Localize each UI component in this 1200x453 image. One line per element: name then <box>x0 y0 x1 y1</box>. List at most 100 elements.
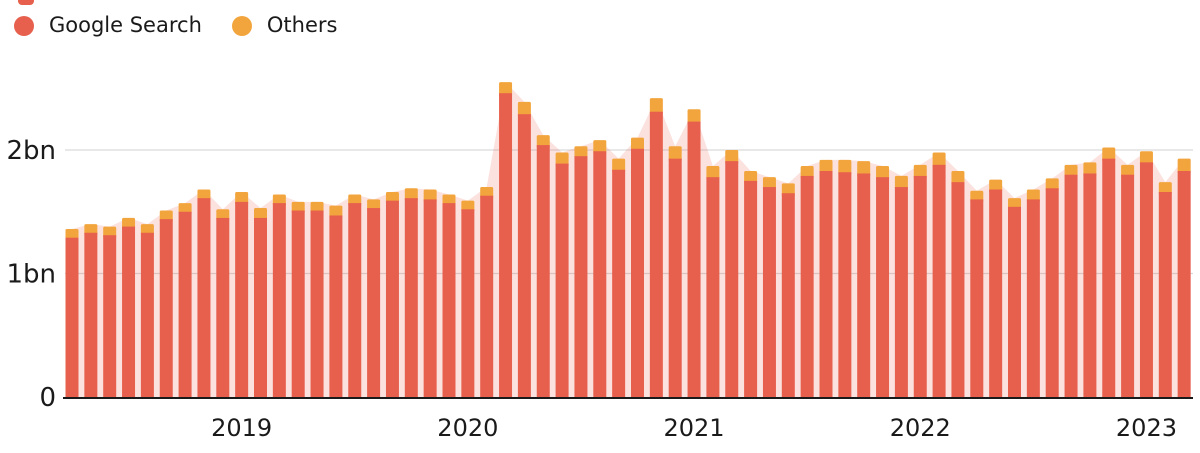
bar-others-May 2022[interactable] <box>989 179 1003 193</box>
bar-google-search-Feb 2022[interactable] <box>932 164 946 397</box>
bar-others-Jul 2020[interactable] <box>574 146 588 160</box>
bar-others-Mar 2023[interactable] <box>1177 158 1191 174</box>
bar-others-Jul 2021[interactable] <box>800 166 814 179</box>
bar-others-Sep 2021[interactable] <box>838 159 852 176</box>
bar-others-May 2020[interactable] <box>536 135 550 149</box>
bar-google-search-Apr 2018[interactable] <box>65 237 79 397</box>
bar-google-search-Aug 2020[interactable] <box>593 151 607 397</box>
bar-others-Oct 2019[interactable] <box>404 188 418 202</box>
bar-others-Jan 2022[interactable] <box>913 164 927 179</box>
bar-others-Jan 2019[interactable] <box>235 191 249 205</box>
bar-others-Mar 2021[interactable] <box>725 150 739 165</box>
bar-google-search-Oct 2021[interactable] <box>857 173 871 397</box>
bar-google-search-Dec 2019[interactable] <box>442 203 456 397</box>
bar-others-Oct 2022[interactable] <box>1083 162 1097 177</box>
bar-others-Aug 2020[interactable] <box>593 140 607 155</box>
bar-google-search-Jul 2018[interactable] <box>122 226 136 397</box>
bar-google-search-Sep 2022[interactable] <box>1064 174 1078 397</box>
bar-google-search-Sep 2021[interactable] <box>838 172 852 397</box>
bar-others-May 2021[interactable] <box>762 177 776 191</box>
bar-others-Jan 2021[interactable] <box>687 109 701 125</box>
bar-others-Jun 2019[interactable] <box>329 205 343 219</box>
bar-google-search-Jun 2019[interactable] <box>329 215 343 397</box>
bar-google-search-Jun 2021[interactable] <box>781 193 795 397</box>
bar-others-Apr 2020[interactable] <box>517 101 531 118</box>
bar-others-Apr 2021[interactable] <box>744 170 758 184</box>
bar-google-search-Nov 2021[interactable] <box>876 177 890 397</box>
bar-google-search-Jul 2019[interactable] <box>348 203 362 397</box>
bar-google-search-Mar 2021[interactable] <box>725 161 739 397</box>
bar-google-search-Mar 2020[interactable] <box>499 93 513 397</box>
bar-google-search-Jan 2023[interactable] <box>1139 162 1153 397</box>
bar-others-Feb 2023[interactable] <box>1158 182 1172 195</box>
bar-google-search-Feb 2019[interactable] <box>254 217 267 397</box>
bar-google-search-Nov 2019[interactable] <box>423 199 437 397</box>
bar-others-Oct 2021[interactable] <box>857 161 871 177</box>
bar-google-search-May 2021[interactable] <box>762 187 776 397</box>
bar-others-Mar 2020[interactable] <box>499 82 513 97</box>
bar-google-search-May 2019[interactable] <box>310 210 324 397</box>
bar-google-search-Jun 2022[interactable] <box>1008 206 1021 397</box>
bar-google-search-Aug 2018[interactable] <box>140 232 154 397</box>
bar-google-search-Dec 2018[interactable] <box>216 217 230 397</box>
bar-others-Dec 2021[interactable] <box>894 175 908 191</box>
bar-others-Aug 2022[interactable] <box>1045 178 1059 192</box>
bar-google-search-Oct 2022[interactable] <box>1083 173 1097 397</box>
bar-google-search-Aug 2019[interactable] <box>367 208 381 397</box>
bar-others-Jul 2022[interactable] <box>1026 189 1040 203</box>
bar-google-search-Aug 2021[interactable] <box>819 170 833 397</box>
bar-google-search-Mar 2023[interactable] <box>1177 170 1191 397</box>
bar-google-search-Feb 2021[interactable] <box>706 177 720 397</box>
bar-others-Jun 2020[interactable] <box>555 152 569 167</box>
bar-google-search-Jun 2020[interactable] <box>555 163 569 397</box>
bar-google-search-Dec 2022[interactable] <box>1121 174 1135 397</box>
bar-google-search-Nov 2022[interactable] <box>1102 158 1116 397</box>
bar-others-Jun 2021[interactable] <box>781 183 795 197</box>
bar-google-search-Apr 2021[interactable] <box>744 180 758 397</box>
bar-others-Sep 2020[interactable] <box>612 158 626 173</box>
bar-google-search-Jan 2021[interactable] <box>687 121 701 397</box>
bar-google-search-Nov 2020[interactable] <box>649 111 663 397</box>
bar-google-search-Feb 2023[interactable] <box>1158 191 1172 397</box>
bar-others-Mar 2022[interactable] <box>951 170 965 186</box>
bar-google-search-Jan 2019[interactable] <box>235 201 249 397</box>
bar-google-search-Jun 2018[interactable] <box>103 235 117 397</box>
bar-google-search-Dec 2020[interactable] <box>668 158 682 397</box>
bar-google-search-Jul 2022[interactable] <box>1026 199 1040 397</box>
bar-google-search-May 2020[interactable] <box>536 145 550 397</box>
bar-google-search-Jul 2020[interactable] <box>574 156 588 397</box>
bar-google-search-Feb 2020[interactable] <box>480 195 494 397</box>
bar-google-search-Dec 2021[interactable] <box>894 187 908 397</box>
bar-google-search-Oct 2020[interactable] <box>631 148 644 397</box>
bar-google-search-Apr 2022[interactable] <box>970 199 984 397</box>
bar-others-Jan 2023[interactable] <box>1139 151 1153 166</box>
bar-others-Nov 2022[interactable] <box>1102 147 1116 162</box>
bar-google-search-Jul 2021[interactable] <box>800 175 814 397</box>
bar-google-search-Nov 2018[interactable] <box>197 198 211 397</box>
bar-others-Oct 2020[interactable] <box>631 137 644 152</box>
bar-google-search-May 2022[interactable] <box>989 189 1003 397</box>
bar-google-search-Oct 2019[interactable] <box>404 198 418 397</box>
bar-google-search-May 2018[interactable] <box>84 232 98 397</box>
bar-google-search-Apr 2020[interactable] <box>517 114 531 397</box>
bar-google-search-Sep 2020[interactable] <box>612 169 626 397</box>
bar-google-search-Sep 2018[interactable] <box>159 219 173 397</box>
bar-others-Feb 2021[interactable] <box>706 166 720 181</box>
bar-others-Feb 2019[interactable] <box>254 208 267 221</box>
bar-google-search-Jan 2020[interactable] <box>461 209 475 397</box>
bar-others-Dec 2020[interactable] <box>668 146 682 162</box>
bar-others-Aug 2021[interactable] <box>819 159 833 174</box>
bar-others-Nov 2021[interactable] <box>876 166 890 181</box>
bar-others-Nov 2020[interactable] <box>649 98 663 115</box>
bar-others-Feb 2022[interactable] <box>932 152 946 168</box>
bar-google-search-Jan 2022[interactable] <box>913 175 927 397</box>
bar-google-search-Oct 2018[interactable] <box>178 211 192 397</box>
bar-google-search-Sep 2019[interactable] <box>385 200 399 397</box>
bar-google-search-Mar 2019[interactable] <box>272 203 286 397</box>
bar-others-Dec 2022[interactable] <box>1121 164 1135 178</box>
bar-others-Nov 2019[interactable] <box>423 189 437 203</box>
bar-google-search-Apr 2019[interactable] <box>291 210 305 397</box>
bar-google-search-Aug 2022[interactable] <box>1045 188 1059 397</box>
bar-google-search-Mar 2022[interactable] <box>951 182 965 397</box>
